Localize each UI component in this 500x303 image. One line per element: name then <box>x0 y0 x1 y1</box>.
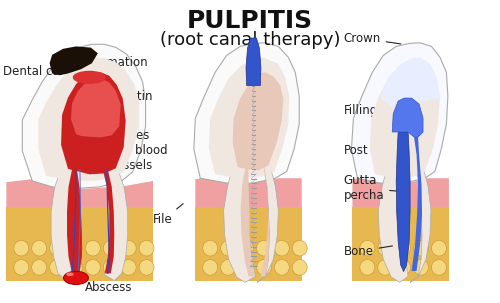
Polygon shape <box>71 79 120 137</box>
Polygon shape <box>6 207 153 281</box>
Ellipse shape <box>66 272 73 276</box>
Text: Dentin: Dentin <box>107 90 154 103</box>
Text: Crown: Crown <box>344 32 401 45</box>
Polygon shape <box>38 58 139 181</box>
Ellipse shape <box>292 260 307 275</box>
Ellipse shape <box>414 260 428 275</box>
Polygon shape <box>380 58 440 107</box>
Ellipse shape <box>256 260 272 275</box>
Polygon shape <box>22 44 146 188</box>
Text: Bone: Bone <box>344 245 392 258</box>
Ellipse shape <box>360 260 375 275</box>
Ellipse shape <box>86 260 100 275</box>
Polygon shape <box>208 58 290 178</box>
Ellipse shape <box>432 260 446 275</box>
Ellipse shape <box>50 240 64 256</box>
Ellipse shape <box>238 260 254 275</box>
Ellipse shape <box>104 240 118 256</box>
Ellipse shape <box>32 240 46 256</box>
Text: Gutta
percha: Gutta percha <box>344 175 399 202</box>
Text: Abscess: Abscess <box>78 280 132 294</box>
Ellipse shape <box>256 240 272 256</box>
Polygon shape <box>232 72 283 170</box>
Polygon shape <box>378 167 408 282</box>
Ellipse shape <box>139 260 154 275</box>
Text: Inflammation: Inflammation <box>70 55 148 74</box>
Ellipse shape <box>139 240 154 256</box>
Polygon shape <box>194 43 299 183</box>
Ellipse shape <box>292 240 307 256</box>
Ellipse shape <box>68 260 82 275</box>
Ellipse shape <box>378 240 392 256</box>
Polygon shape <box>196 207 302 281</box>
Ellipse shape <box>203 240 218 256</box>
Polygon shape <box>50 46 98 75</box>
Polygon shape <box>260 167 270 276</box>
Polygon shape <box>240 167 254 276</box>
Ellipse shape <box>432 240 446 256</box>
Ellipse shape <box>86 240 100 256</box>
Ellipse shape <box>396 260 410 275</box>
Ellipse shape <box>396 240 410 256</box>
Ellipse shape <box>238 240 254 256</box>
Polygon shape <box>352 176 449 207</box>
Ellipse shape <box>64 271 88 285</box>
Text: Filling: Filling <box>344 104 398 117</box>
Ellipse shape <box>274 240 289 256</box>
Text: Dental caries: Dental caries <box>4 58 82 78</box>
Polygon shape <box>352 207 449 281</box>
Ellipse shape <box>50 260 64 275</box>
Polygon shape <box>392 98 423 137</box>
Polygon shape <box>257 167 278 282</box>
Ellipse shape <box>414 240 428 256</box>
Ellipse shape <box>378 260 392 275</box>
Polygon shape <box>51 169 76 281</box>
Ellipse shape <box>68 240 82 256</box>
Ellipse shape <box>14 240 28 256</box>
Polygon shape <box>246 38 261 85</box>
Ellipse shape <box>121 260 136 275</box>
Ellipse shape <box>104 260 118 275</box>
Ellipse shape <box>14 260 28 275</box>
Polygon shape <box>103 169 115 273</box>
Ellipse shape <box>360 240 375 256</box>
Text: (root canal therapy): (root canal therapy) <box>160 32 340 49</box>
Ellipse shape <box>203 260 218 275</box>
Polygon shape <box>352 43 448 183</box>
Text: Nerves
and blood
vessels: Nerves and blood vessels <box>82 129 168 172</box>
Text: Post: Post <box>344 145 398 157</box>
Polygon shape <box>104 169 128 281</box>
Polygon shape <box>61 72 126 174</box>
Polygon shape <box>396 132 410 271</box>
Polygon shape <box>196 176 302 207</box>
Text: File: File <box>153 204 183 226</box>
Ellipse shape <box>121 240 136 256</box>
Ellipse shape <box>220 240 236 256</box>
Polygon shape <box>410 167 431 282</box>
Polygon shape <box>6 179 153 207</box>
Polygon shape <box>224 167 256 282</box>
Polygon shape <box>412 137 422 271</box>
Ellipse shape <box>220 260 236 275</box>
Polygon shape <box>370 58 440 178</box>
Ellipse shape <box>72 71 106 84</box>
Polygon shape <box>67 169 82 273</box>
Ellipse shape <box>32 260 46 275</box>
Text: PULPITIS: PULPITIS <box>187 9 313 33</box>
Ellipse shape <box>274 260 289 275</box>
